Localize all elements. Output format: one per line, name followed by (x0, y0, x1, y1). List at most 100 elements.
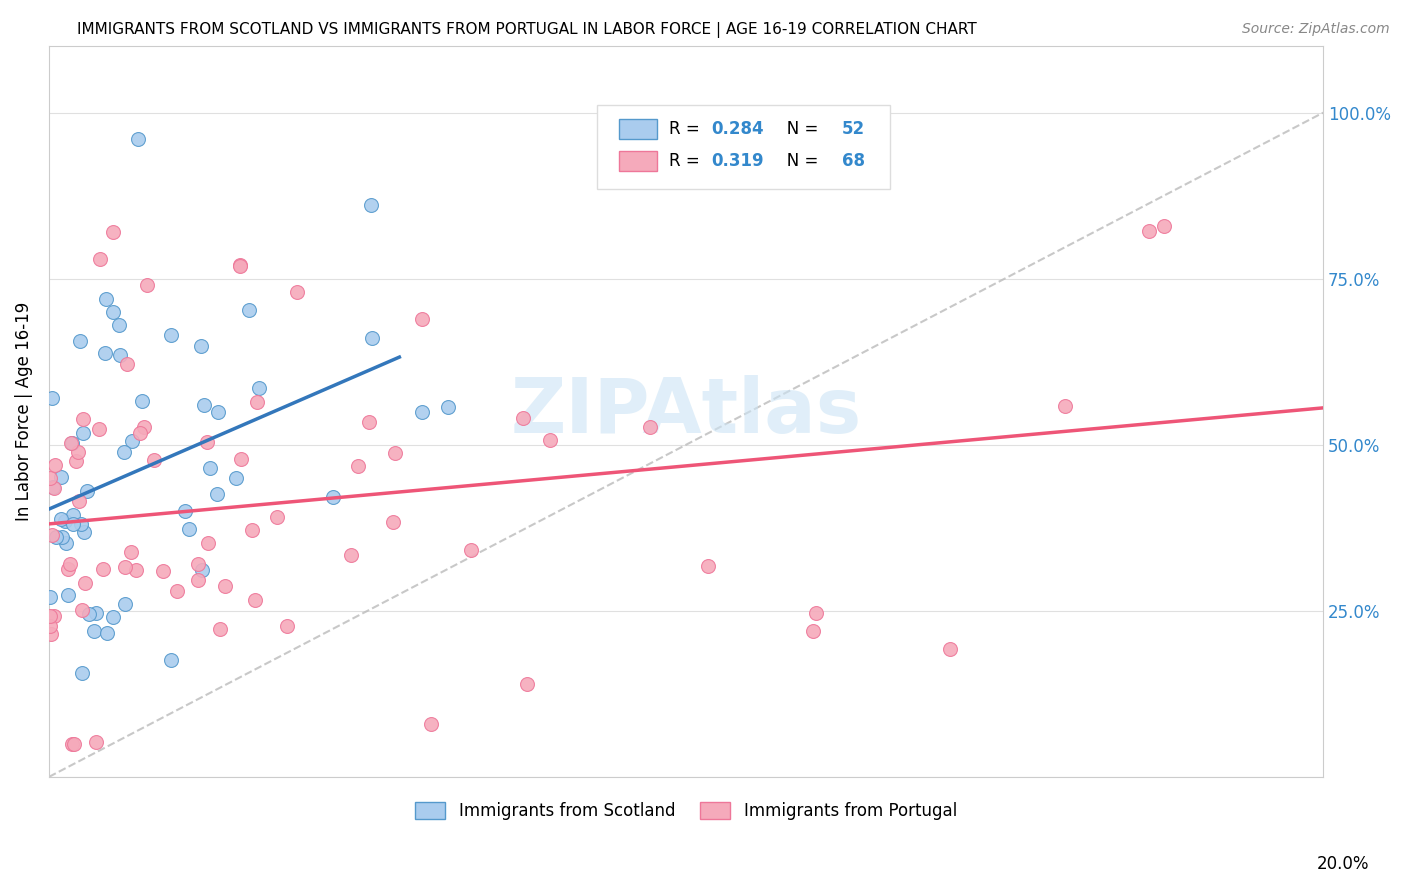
Point (135, 278, 157, 293)
Point (42, 609, 65, 624)
Point (70, 665, 93, 680)
Point (696, 558, 718, 573)
Point (420, 716, 443, 731)
Point (191, 563, 214, 577)
Point (125, 563, 148, 577)
Point (411, 405, 433, 419)
Point (460, 542, 482, 557)
Point (160, 327, 183, 342)
Point (384, 446, 406, 460)
Point (76, 484, 98, 499)
Point (240, 523, 263, 537)
Point (51, 511, 73, 525)
Point (67, 445, 90, 459)
Point (117, 357, 139, 371)
Point (59, 558, 82, 572)
FancyBboxPatch shape (598, 104, 890, 189)
Point (939, 641, 962, 656)
Text: N =: N = (772, 120, 824, 137)
Point (38, 619, 60, 633)
FancyBboxPatch shape (619, 151, 657, 171)
Point (41, 627, 63, 641)
Text: 20.0%: 20.0% (1316, 855, 1369, 872)
Point (1053, 400, 1076, 414)
Point (190, 339, 212, 353)
Point (93, 562, 115, 576)
Point (112, 444, 135, 458)
Point (193, 398, 215, 412)
Legend: Immigrants from Scotland, Immigrants from Portugal: Immigrants from Scotland, Immigrants fro… (409, 796, 963, 827)
Point (437, 400, 460, 414)
Text: 0.319: 0.319 (711, 152, 765, 170)
Point (53, 514, 76, 528)
Point (60, 737, 83, 751)
Point (229, 452, 252, 467)
Point (56, 588, 79, 602)
Point (360, 198, 382, 212)
Point (285, 285, 308, 299)
Text: IMMIGRANTS FROM SCOTLAND VS IMMIGRANTS FROM PORTUGAL IN LABOR FORCE | AGE 16-19 : IMMIGRANTS FROM SCOTLAND VS IMMIGRANTS F… (77, 22, 977, 38)
Point (41, 528, 63, 542)
Text: 52: 52 (842, 120, 865, 137)
Point (108, 318, 131, 333)
Point (67, 494, 90, 508)
Point (512, 411, 534, 425)
Point (89, 252, 111, 266)
Point (127, 132, 149, 146)
Point (131, 393, 153, 408)
Point (152, 564, 174, 578)
Point (340, 548, 363, 562)
Point (65, 454, 87, 468)
Point (174, 503, 197, 517)
Point (73, 576, 96, 591)
Point (238, 302, 260, 317)
Point (357, 415, 380, 429)
Point (160, 653, 183, 667)
Point (108, 348, 131, 362)
Point (73, 524, 96, 539)
Text: R =: R = (669, 152, 706, 170)
Point (243, 593, 266, 607)
Point (49, 470, 72, 484)
Point (38, 471, 60, 485)
Point (803, 624, 825, 638)
Point (96, 626, 118, 640)
Point (276, 619, 298, 633)
Point (120, 545, 142, 559)
Point (84, 735, 107, 749)
Point (94, 346, 117, 360)
Point (114, 597, 136, 611)
Point (266, 509, 288, 524)
Point (225, 471, 247, 485)
Point (134, 420, 156, 434)
Point (84, 607, 107, 621)
Text: R =: R = (669, 120, 706, 137)
Point (214, 579, 236, 593)
Point (411, 312, 433, 326)
Text: 0.284: 0.284 (711, 120, 765, 137)
Point (229, 259, 252, 273)
Point (229, 260, 252, 274)
Point (59, 436, 82, 450)
Point (247, 381, 270, 395)
Point (1137, 224, 1160, 238)
Point (638, 420, 661, 434)
Point (187, 557, 209, 571)
Point (195, 435, 218, 450)
Y-axis label: In Labor Force | Age 16-19: In Labor Force | Age 16-19 (15, 301, 32, 521)
Point (246, 395, 269, 409)
Point (187, 573, 209, 587)
Point (56, 562, 79, 576)
Point (69, 334, 91, 349)
Point (72, 425, 94, 440)
Point (83, 624, 105, 638)
Point (1153, 219, 1175, 233)
Text: 68: 68 (842, 152, 865, 170)
Point (516, 677, 538, 691)
Point (60, 436, 83, 450)
Point (177, 523, 200, 537)
Point (96, 292, 118, 306)
Point (41, 391, 63, 405)
Point (804, 607, 827, 621)
Point (38, 609, 60, 624)
